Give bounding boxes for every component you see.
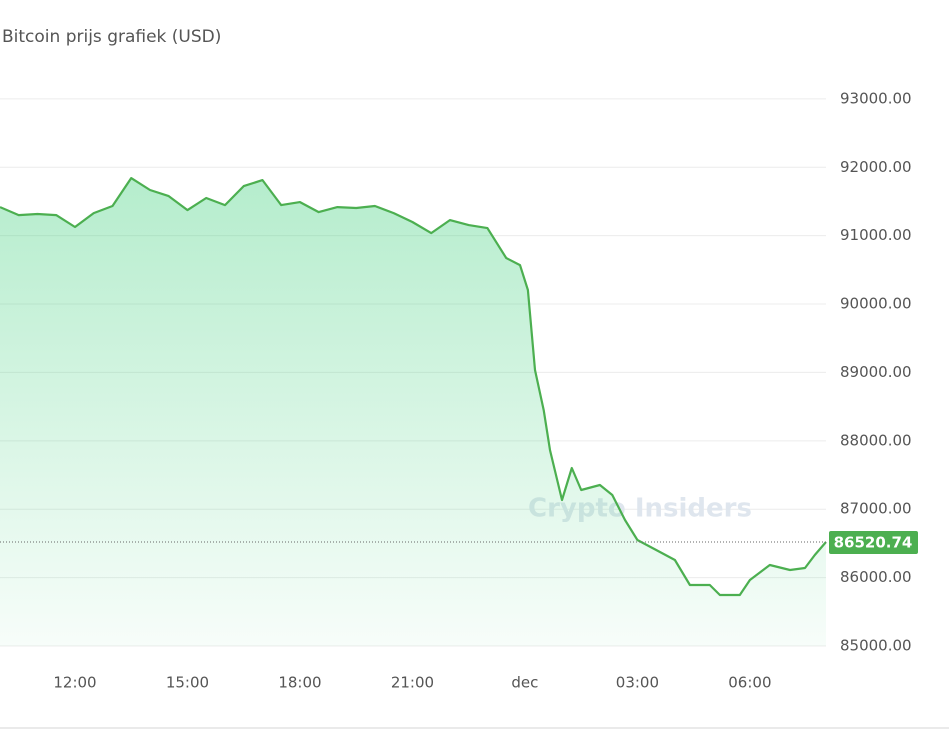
x-tick-label: dec <box>511 674 538 692</box>
y-tick-label: 88000.00 <box>840 431 912 449</box>
chart-title: Bitcoin prijs grafiek (USD) <box>2 27 221 47</box>
x-tick-label: 03:00 <box>616 674 659 692</box>
area <box>0 178 826 646</box>
y-tick-label: 90000.00 <box>840 295 912 313</box>
y-tick-label: 86000.00 <box>840 568 912 586</box>
y-tick-label: 85000.00 <box>840 637 912 655</box>
y-tick-label: 91000.00 <box>840 226 912 244</box>
x-tick-label: 21:00 <box>391 674 434 692</box>
y-tick-label: 89000.00 <box>840 363 912 381</box>
x-tick-label: 06:00 <box>728 674 771 692</box>
last-price-badge <box>829 530 918 554</box>
y-tick-label: 87000.00 <box>840 500 912 518</box>
y-tick-label: 92000.00 <box>840 158 912 176</box>
y-tick-label: 93000.00 <box>840 89 912 107</box>
price-line <box>0 177 827 597</box>
x-tick-label: 15:00 <box>166 674 209 692</box>
x-tick-label: 18:00 <box>278 674 321 692</box>
x-tick-label: 12:00 <box>53 674 96 692</box>
last-price-label: 86520.74 <box>834 533 913 551</box>
